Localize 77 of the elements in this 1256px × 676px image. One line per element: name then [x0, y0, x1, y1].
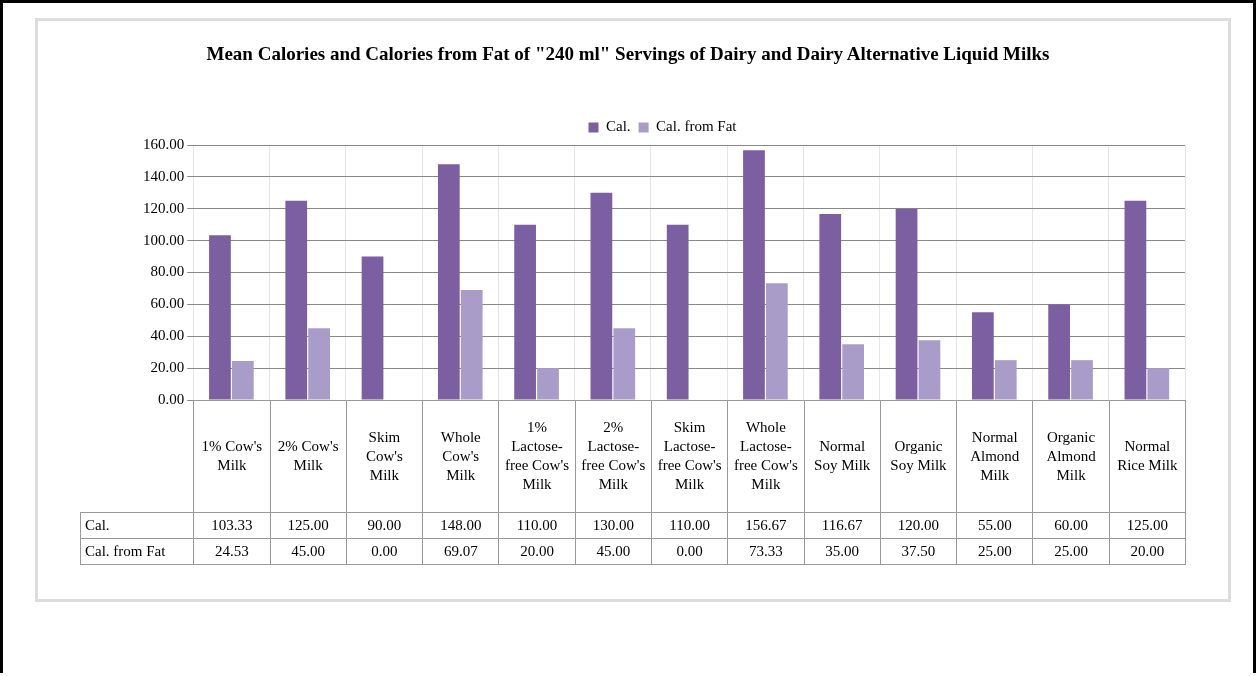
data-label: 55.00 [956, 512, 1034, 539]
bar [971, 312, 994, 400]
x-tick-label: Whole Cow's Milk [422, 400, 500, 513]
bar [1071, 360, 1093, 400]
bar [842, 344, 865, 400]
legend-label: Cal. [606, 118, 631, 135]
y-tick-label: 160.00 [143, 135, 185, 152]
bar [994, 360, 1017, 400]
data-label: 130.00 [574, 512, 652, 539]
data-label: 148.00 [422, 512, 500, 539]
legend-label: Cal. from Fat [656, 118, 738, 135]
bar [666, 224, 689, 400]
bar [1124, 200, 1147, 400]
bar [209, 235, 231, 400]
bar [895, 208, 918, 400]
data-label: 20.00 [498, 538, 576, 565]
data-label: 103.33 [193, 512, 271, 539]
bar [308, 328, 330, 400]
data-label: 125.00 [269, 512, 347, 539]
x-tick-label: 2% Lactose-free Cow's Milk [574, 400, 652, 513]
data-label: 45.00 [269, 538, 347, 565]
bar [918, 340, 941, 400]
bar [361, 256, 384, 400]
data-label: 60.00 [1032, 512, 1110, 539]
bar [231, 360, 254, 400]
data-label: 35.00 [803, 538, 881, 565]
bar [613, 328, 636, 400]
chart-title: Mean Calories and Calories from Fat of "240 ml" Servings of Dairy and Dairy Alternative Liquid Milks [205, 42, 1051, 66]
x-tick-label: Skim Lactose-free Cow's Milk [650, 400, 729, 513]
data-label: 110.00 [650, 512, 729, 539]
bar [1147, 368, 1170, 400]
data-label: 69.07 [422, 538, 500, 565]
data-label: 25.00 [1032, 538, 1110, 565]
data-label: 20.00 [1108, 538, 1186, 565]
data-label: 120.00 [879, 512, 958, 539]
data-label: 73.33 [727, 538, 805, 565]
bar [460, 289, 483, 400]
data-label: 156.67 [727, 512, 805, 539]
x-tick-label: Normal Rice Milk [1108, 400, 1186, 513]
bar [765, 283, 788, 400]
data-label: 116.67 [803, 512, 881, 539]
y-tick-label: 20.00 [150, 359, 185, 376]
x-tick-label: 2% Cow's Milk [269, 400, 347, 513]
data-label: 25.00 [956, 538, 1034, 565]
bar [285, 200, 308, 400]
y-tick-label: 80.00 [150, 263, 185, 280]
data-label: 125.00 [1108, 512, 1186, 539]
data-label: 45.00 [574, 538, 652, 565]
x-tick-label: 1% Cow's Milk [193, 400, 271, 513]
bar [1048, 304, 1070, 400]
x-tick-label: 1% Lactose-free Cow's Milk [498, 400, 576, 513]
y-tick-label: 0.00 [158, 390, 185, 407]
text: Cal. [85, 517, 110, 533]
bar [743, 150, 765, 400]
y-tick-label: 120.00 [143, 199, 185, 216]
text: Cal. from Fat [85, 543, 166, 559]
y-tick-label: 100.00 [143, 231, 185, 248]
bar [819, 214, 842, 400]
x-tick-label: Skim Cow's Milk [345, 400, 424, 513]
data-label: 110.00 [498, 512, 576, 539]
data-label: 37.50 [879, 538, 958, 565]
y-tick-label: 140.00 [143, 167, 185, 184]
x-tick-label: Whole Lactose-free Cow's Milk [727, 400, 805, 513]
data-label: 0.00 [345, 538, 424, 565]
bar [437, 164, 460, 400]
x-tick-label: Organic Almond Milk [1032, 400, 1110, 513]
data-label: 0.00 [650, 538, 729, 565]
x-tick-label: Normal Almond Milk [956, 400, 1034, 513]
bar [537, 368, 559, 400]
x-tick-label: Normal Soy Milk [803, 400, 881, 513]
data-label: 24.53 [193, 538, 271, 565]
y-tick-label: 40.00 [150, 327, 185, 344]
bar [590, 192, 613, 400]
bar [514, 224, 536, 400]
x-tick-label: Organic Soy Milk [879, 400, 958, 513]
data-label: 90.00 [345, 512, 424, 539]
y-tick-label: 60.00 [150, 295, 185, 312]
